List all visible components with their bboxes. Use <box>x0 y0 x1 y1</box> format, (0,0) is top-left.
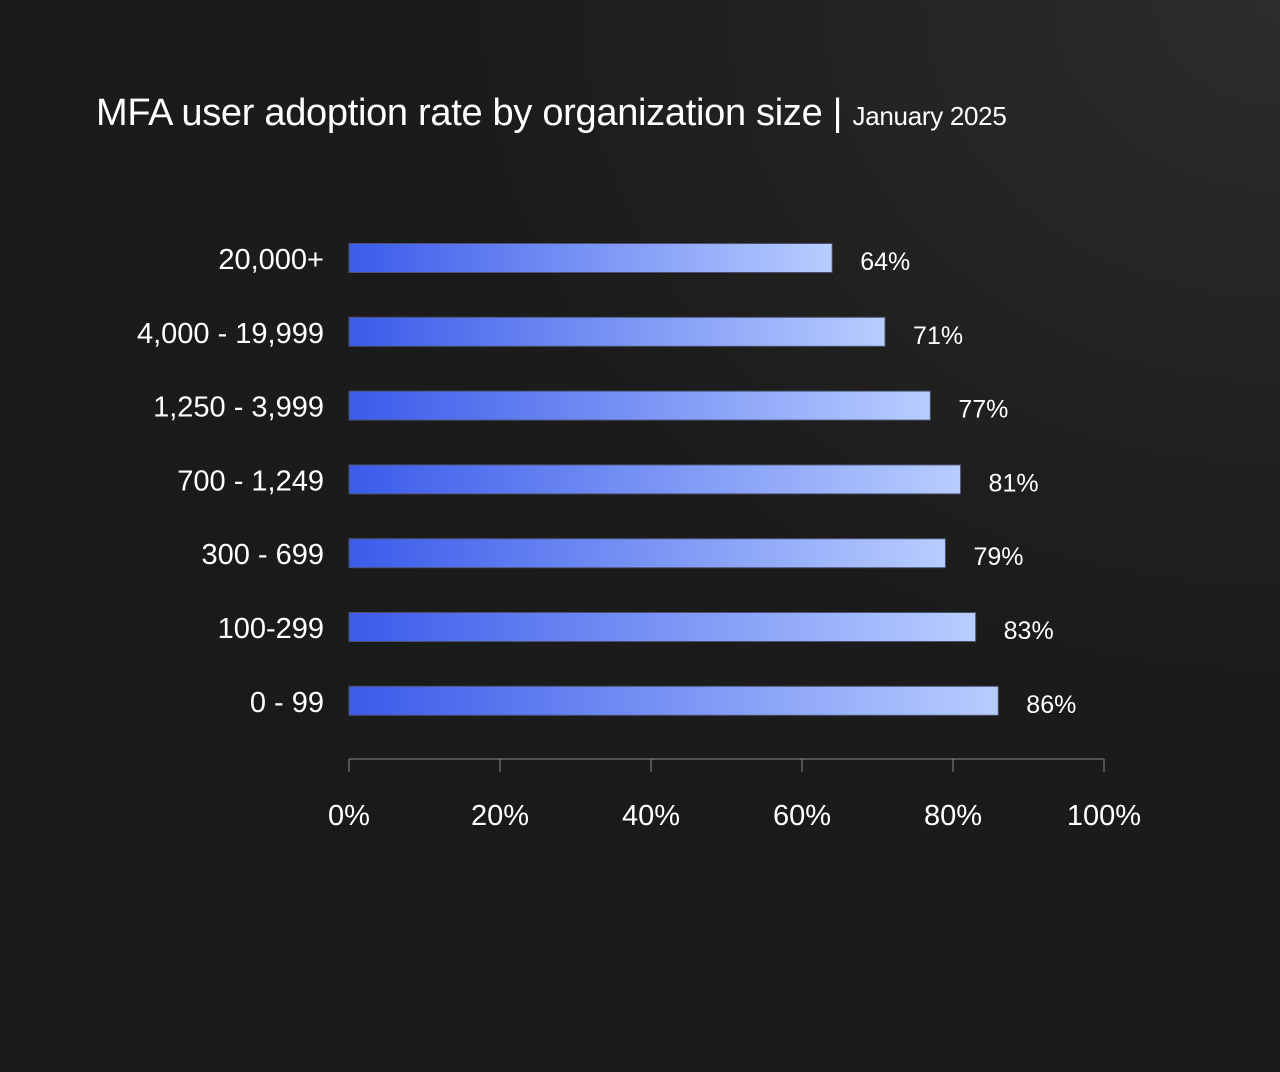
category-label: 300 - 699 <box>201 539 324 571</box>
chart-title: MFA user adoption rate by organization s… <box>96 92 1007 134</box>
category-label: 1,250 - 3,999 <box>153 392 324 424</box>
data-label: 81% <box>989 469 1039 497</box>
category-label: 100-299 <box>218 613 324 645</box>
x-tick-label: 40% <box>622 800 680 832</box>
bar <box>348 464 962 495</box>
title-text: MFA user adoption rate by organization s… <box>96 92 823 134</box>
data-label: 86% <box>1026 691 1076 719</box>
data-label: 64% <box>860 248 910 276</box>
data-label: 83% <box>1004 617 1054 645</box>
category-label: 4,000 - 19,999 <box>137 318 324 350</box>
chart-subtitle: January 2025 <box>852 101 1007 131</box>
bar <box>348 243 833 273</box>
bar <box>348 390 931 421</box>
bar <box>348 612 977 642</box>
data-label: 77% <box>958 396 1008 424</box>
category-label: 700 - 1,249 <box>177 465 324 497</box>
x-tick-label: 0% <box>328 800 370 832</box>
data-label: 79% <box>973 543 1023 571</box>
category-label: 0 - 99 <box>250 687 324 719</box>
bar <box>348 685 999 716</box>
x-tick-label: 80% <box>924 800 982 832</box>
data-label: 71% <box>913 322 963 350</box>
x-tick-label: 60% <box>773 800 831 832</box>
bar <box>348 538 946 569</box>
bar <box>348 316 886 347</box>
category-label: 20,000+ <box>218 244 324 276</box>
x-tick-label: 100% <box>1067 800 1141 832</box>
x-tick-label: 20% <box>471 800 529 832</box>
